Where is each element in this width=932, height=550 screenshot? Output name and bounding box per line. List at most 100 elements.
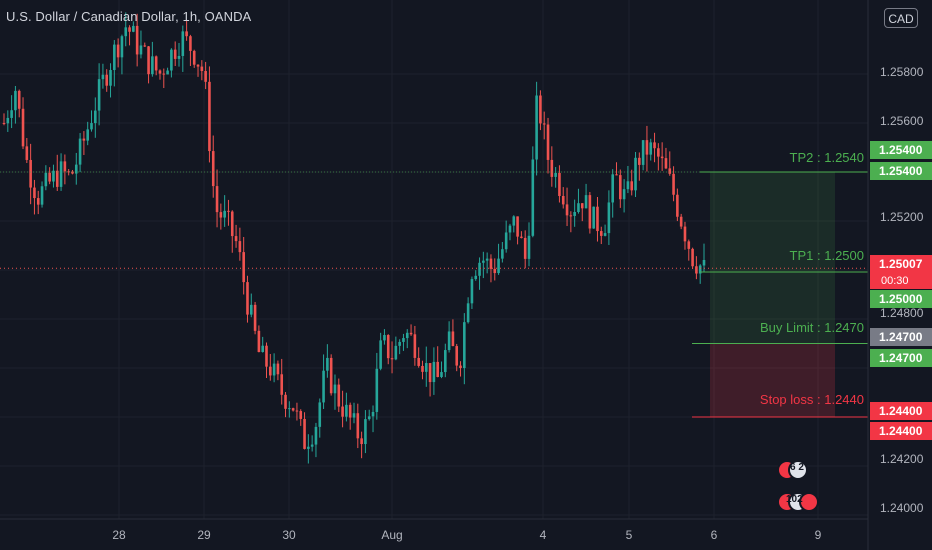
candle-body: [432, 361, 436, 383]
time-tick: 5: [625, 528, 633, 542]
time-tick: 4: [539, 528, 547, 542]
candle-body: [364, 419, 367, 445]
candle-body: [196, 64, 200, 67]
candle-body: [413, 334, 417, 358]
candle-body: [367, 416, 371, 420]
candle-body: [645, 140, 649, 155]
candle-body: [120, 36, 124, 58]
candle-body: [379, 340, 382, 369]
candle-body: [554, 172, 557, 177]
candle-body: [314, 426, 318, 445]
candle-body: [565, 204, 569, 216]
candle-body: [78, 138, 82, 165]
candle-body: [276, 363, 280, 375]
candle-body: [242, 252, 245, 283]
candle-body: [348, 404, 352, 418]
candle-body: [173, 49, 177, 59]
candlestick-series: [2, 12, 706, 464]
candle-body: [615, 174, 618, 176]
symbol-title[interactable]: U.S. Dollar / Canadian Dollar, 1h, OANDA: [6, 9, 252, 24]
tp1-price-tag: 1.25000: [870, 290, 932, 308]
candle-body: [284, 394, 287, 409]
time-tick: 29: [197, 528, 211, 542]
price-tick: 1.25200: [880, 210, 924, 224]
candle-body: [280, 374, 284, 395]
candle-body: [329, 357, 333, 394]
candle-body: [74, 164, 78, 174]
candle-body: [668, 168, 672, 174]
candle-body: [592, 206, 595, 229]
candle-body: [223, 210, 226, 218]
candle-body: [67, 171, 70, 173]
candle-body: [71, 171, 74, 174]
candle-body: [295, 410, 299, 412]
time-tick: 6: [710, 528, 718, 542]
candle-body: [542, 123, 546, 125]
candle-body: [508, 225, 512, 233]
candle-body: [6, 117, 10, 124]
candle-body: [158, 70, 162, 74]
candle-body: [269, 366, 272, 376]
candle-body: [360, 438, 363, 445]
candle-body: [63, 161, 67, 172]
candle-body: [230, 211, 234, 237]
candle-body: [489, 258, 493, 269]
time-tick: 9: [814, 528, 822, 542]
bar-countdown: 00:30: [870, 273, 932, 289]
candle-body: [234, 236, 238, 242]
candle-body: [687, 241, 691, 249]
price-tick: 1.24800: [880, 306, 924, 320]
currency-button[interactable]: CAD: [884, 8, 918, 28]
candle-body: [394, 345, 398, 360]
tp2-label[interactable]: TP2 : 1.2540: [789, 150, 864, 165]
candle-body: [128, 27, 131, 32]
candle-body: [375, 368, 379, 412]
candle-body: [132, 25, 135, 32]
candle-body: [444, 350, 447, 373]
chart-grid: [0, 0, 868, 519]
candle-body: [17, 90, 21, 109]
candle-body: [318, 402, 322, 427]
candle-body: [246, 282, 249, 315]
candle-body: [626, 181, 630, 190]
candle-body: [447, 331, 451, 351]
candle-body: [352, 413, 356, 418]
candle-body: [265, 345, 268, 367]
candle-body: [466, 303, 470, 323]
candle-body: [459, 365, 462, 369]
candle-body: [657, 148, 660, 157]
candle-body: [238, 241, 242, 253]
candle-body: [683, 226, 687, 242]
candle-body: [596, 206, 599, 232]
candle-body: [455, 346, 459, 366]
candle-body: [55, 170, 59, 187]
candle-body: [424, 363, 428, 372]
candle-body: [561, 195, 565, 205]
candle-body: [588, 195, 592, 229]
candle-body: [52, 170, 55, 182]
candle-body: [40, 186, 44, 205]
candle-body: [409, 332, 413, 335]
candle-body: [607, 202, 611, 234]
candle-body: [116, 44, 120, 58]
stop-loss-label[interactable]: Stop loss : 1.2440: [759, 392, 864, 407]
buy-limit-label[interactable]: Buy Limit : 1.2470: [759, 320, 864, 335]
candle-body: [249, 304, 253, 315]
candle-body: [550, 159, 554, 177]
economic-events-icon[interactable]: [776, 458, 826, 520]
candle-body: [664, 158, 668, 169]
candle-body: [679, 216, 683, 227]
price-tick: 1.24000: [880, 501, 924, 515]
candle-body: [101, 74, 105, 80]
candle-body: [14, 90, 17, 111]
candle-body: [599, 231, 603, 236]
candle-body: [531, 159, 535, 236]
tp2-price-tag: 1.25400: [870, 162, 932, 180]
candle-body: [371, 411, 375, 417]
candle-body: [619, 175, 622, 200]
tp1-label[interactable]: TP1 : 1.2500: [789, 248, 864, 263]
candle-body: [702, 259, 706, 266]
candle-body: [139, 45, 143, 55]
candle-body: [143, 45, 147, 47]
